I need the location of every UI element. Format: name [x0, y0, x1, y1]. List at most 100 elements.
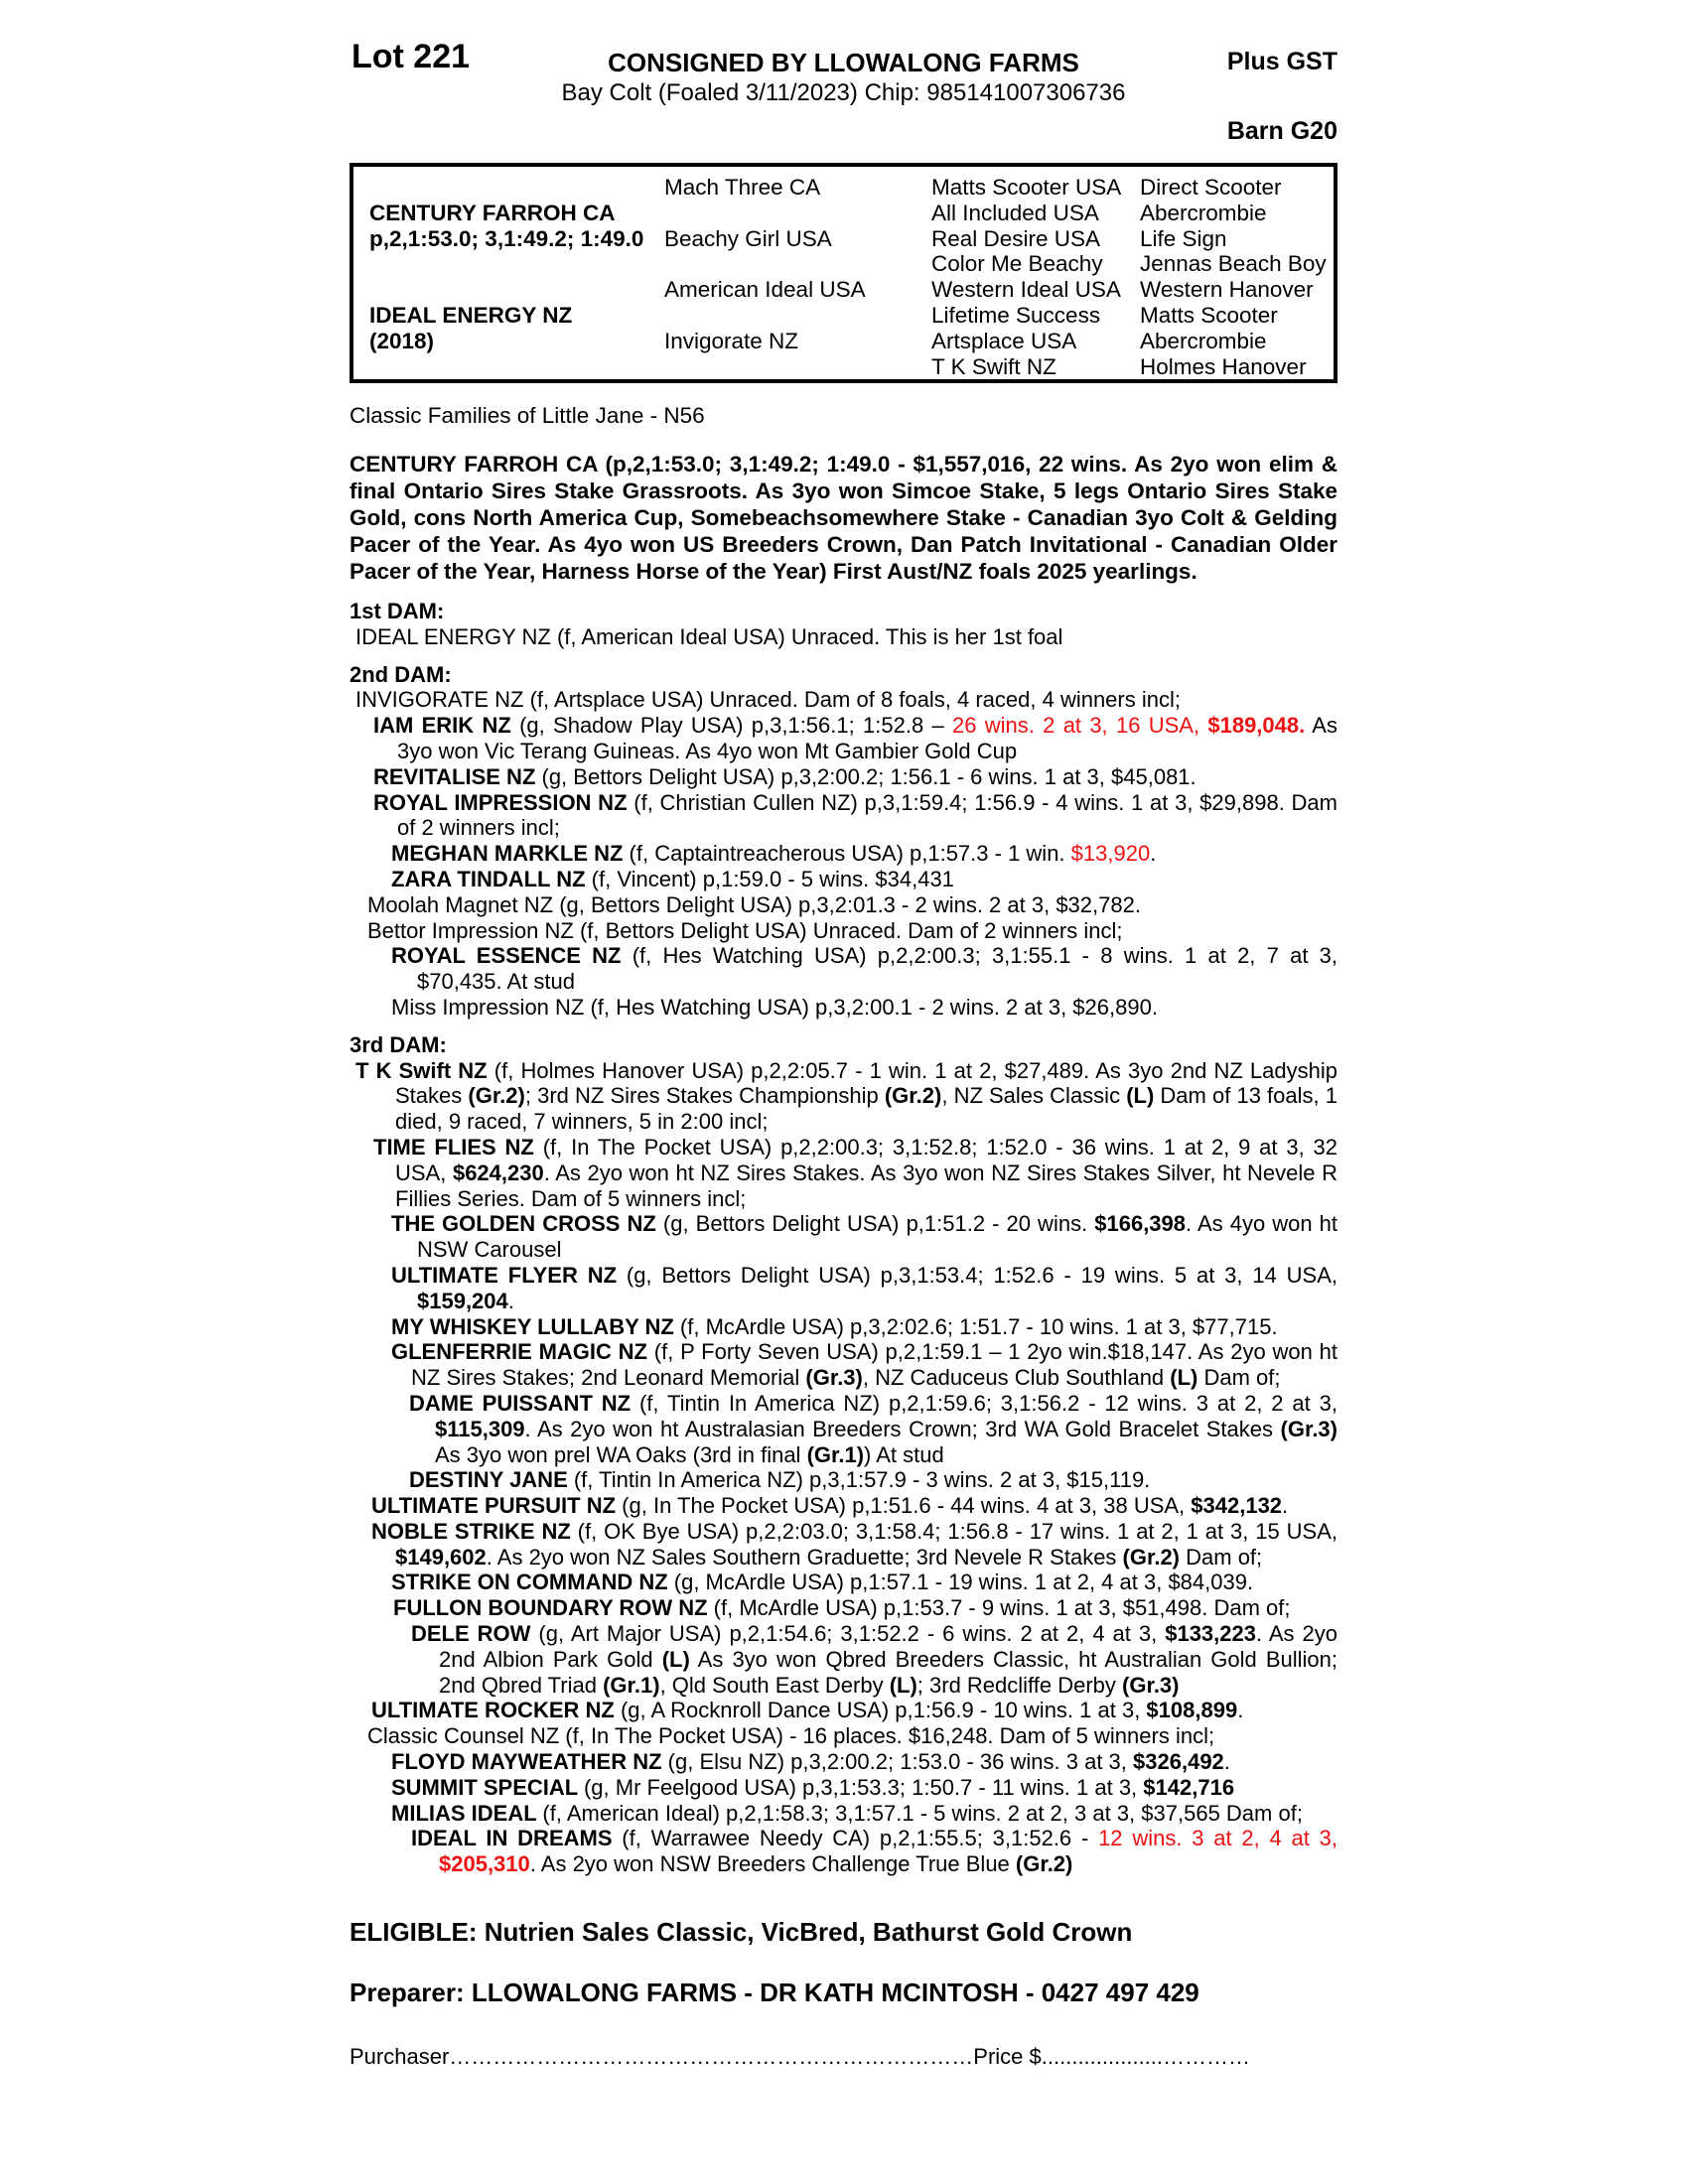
- pedigree-cell-grandparents: T K Swift NZ: [931, 353, 1056, 379]
- text-segment: $108,899: [1146, 1698, 1238, 1723]
- text-segment: GLENFERRIE MAGIC NZ: [391, 1339, 654, 1365]
- pedigree-entry: Classic Counsel NZ (f, In The Pocket USA…: [350, 1723, 1337, 1749]
- text-segment: (f, Christian Cullen NZ) p,3,1:59.4; 1:5…: [397, 789, 1337, 841]
- pedigree-entry: MY WHISKEY LULLABY NZ (f, McArdle USA) p…: [350, 1314, 1337, 1340]
- purchaser-price-line: Purchaser………………………………………………………………Price $…: [350, 2044, 1337, 2070]
- text-segment: (g, In The Pocket USA) p,1:51.6 - 44 win…: [622, 1493, 1192, 1519]
- text-segment: 26 wins. 2 at 3, 16 USA,: [952, 713, 1208, 739]
- page-header: Lot 221 CONSIGNED BY LLOWALONG FARMS Plu…: [350, 38, 1337, 149]
- text-segment: (Gr.1): [806, 1441, 865, 1467]
- text-segment: (Gr.3): [805, 1365, 863, 1391]
- text-segment: . As 4yo won ht NSW Carousel: [417, 1211, 1338, 1263]
- text-segment: (g, A Rocknroll Dance USA) p,1:56.9 - 10…: [620, 1698, 1147, 1723]
- page-content: Lot 221 CONSIGNED BY LLOWALONG FARMS Plu…: [350, 0, 1337, 2070]
- text-segment: $159,204: [417, 1288, 508, 1313]
- pedigree-entry: DESTINY JANE (f, Tintin In America NZ) p…: [350, 1467, 1337, 1493]
- text-segment: (f, American Ideal) p,2,1:58.3; 3,1:57.1…: [542, 1800, 1303, 1826]
- pedigree-entry: IDEAL ENERGY NZ (f, American Ideal USA) …: [350, 624, 1337, 650]
- pedigree-entry: ULTIMATE PURSUIT NZ (g, In The Pocket US…: [350, 1493, 1337, 1519]
- pedigree-entry: TIME FLIES NZ (f, In The Pocket USA) p,2…: [350, 1135, 1337, 1211]
- pedigree-entry: INVIGORATE NZ (f, Artsplace USA) Unraced…: [350, 687, 1337, 713]
- pedigree-cell-great-grandparents: Matts Scooter: [1140, 303, 1278, 328]
- text-segment: (g, Mr Feelgood USA) p,3,1:53.3; 1:50.7 …: [583, 1774, 1144, 1800]
- text-segment: (g, Bettors Delight USA) p,3,1:53.4; 1:5…: [626, 1262, 1337, 1288]
- text-segment: $189,048.: [1207, 713, 1306, 739]
- text-segment: , Qld South East Derby: [659, 1672, 890, 1698]
- text-segment: (f, Hes Watching USA) p,2,2:00.3; 3,1:55…: [417, 943, 1338, 995]
- pedigree-cell-parents: Invigorate NZ: [664, 328, 799, 353]
- pedigree-entry: ULTIMATE FLYER NZ (g, Bettors Delight US…: [350, 1263, 1337, 1314]
- text-segment: (Gr.2): [1015, 1851, 1073, 1877]
- dam-section-heading: 1st DAM:: [350, 599, 1337, 624]
- text-segment: Dam of;: [1180, 1544, 1263, 1570]
- pedigree-cell-grandparents: Lifetime Success: [931, 303, 1101, 328]
- text-segment: MEGHAN MARKLE NZ: [391, 841, 630, 867]
- text-segment: (L): [661, 1646, 690, 1672]
- text-segment: (Gr.3): [1122, 1672, 1180, 1698]
- text-segment: FLOYD MAYWEATHER NZ: [391, 1749, 668, 1775]
- text-segment: 3rd DAM:: [350, 1031, 447, 1057]
- text-segment: (Gr.3): [1280, 1416, 1337, 1441]
- text-segment: $166,398: [1094, 1211, 1187, 1237]
- text-segment: Dam of 13 foals, 1 died, 9 raced, 7 winn…: [395, 1083, 1337, 1135]
- text-segment: Moolah Magnet NZ (g, Bettors Delight USA…: [367, 891, 1141, 917]
- text-segment: .: [1237, 1698, 1244, 1723]
- text-segment: NOBLE STRIKE NZ: [371, 1518, 578, 1544]
- text-segment: . As 2yo won NZ Sales Southern Graduette…: [486, 1544, 1123, 1570]
- text-segment: ZARA TINDALL NZ: [391, 866, 592, 891]
- pedigree-entry: ZARA TINDALL NZ (f, Vincent) p,1:59.0 - …: [350, 867, 1337, 892]
- text-segment: DELE ROW: [411, 1621, 539, 1647]
- pedigree-cell-grandparents: Matts Scooter USA: [931, 175, 1122, 200]
- pedigree-cell-grandparents: All Included USA: [931, 200, 1099, 225]
- text-segment: $115,309: [435, 1416, 525, 1441]
- dam-section-heading: 2nd DAM:: [350, 662, 1337, 688]
- text-segment: (Gr.2): [468, 1083, 525, 1109]
- pedigree-entry: REVITALISE NZ (g, Bettors Delight USA) p…: [350, 764, 1337, 790]
- pedigree-entry: ULTIMATE ROCKER NZ (g, A Rocknroll Dance…: [350, 1698, 1337, 1723]
- text-segment: $326,492: [1133, 1749, 1224, 1775]
- pedigree-entry: DAME PUISSANT NZ (f, Tintin In America N…: [350, 1391, 1337, 1467]
- text-segment: (Gr.2): [1122, 1544, 1181, 1570]
- text-segment: (f, McArdle USA) p,1:53.7 - 9 wins. 1 at…: [713, 1595, 1291, 1621]
- text-segment: As 3yo won Qbred Breeders Classic, ht Au…: [439, 1646, 1337, 1698]
- text-segment: INVIGORATE NZ (f, Artsplace USA) Unraced…: [355, 687, 1181, 713]
- text-segment: (g, Shadow Play USA) p,3,1:56.1; 1:52.8 …: [519, 713, 952, 739]
- purchaser-label: Purchaser: [350, 2044, 450, 2070]
- pedigree-entry: MILIAS IDEAL (f, American Ideal) p,2,1:5…: [350, 1801, 1337, 1827]
- text-segment: , NZ Caduceus Club Southland: [862, 1365, 1171, 1391]
- pedigree-entry: NOBLE STRIKE NZ (f, OK Bye USA) p,2,2:03…: [350, 1519, 1337, 1570]
- text-segment: (L): [1170, 1365, 1198, 1391]
- pedigree-entry: STRIKE ON COMMAND NZ (g, McArdle USA) p,…: [350, 1570, 1337, 1595]
- pedigree-table: CENTURY FARROH CA p,2,1:53.0; 3,1:49.2; 1…: [350, 163, 1337, 383]
- text-segment: $149,602: [395, 1544, 487, 1570]
- pedigree-text: 1st DAM: IDEAL ENERGY NZ (f, American Ide…: [350, 599, 1337, 1877]
- text-segment: $205,310: [439, 1851, 530, 1877]
- pedigree-cell-parents: Mach Three CA: [664, 175, 821, 200]
- plus-gst-label: Plus GST: [1226, 48, 1337, 75]
- pedigree-entry: FULLON BOUNDARY ROW NZ (f, McArdle USA) …: [350, 1595, 1337, 1621]
- preparer-line: Preparer: LLOWALONG FARMS - DR KATH MCIN…: [350, 1978, 1199, 2008]
- text-segment: (Gr.1): [603, 1672, 660, 1698]
- price-label: Price $: [973, 2044, 1042, 2070]
- text-segment: (f, Warrawee Needy CA) p,2,1:55.5; 3,1:5…: [622, 1826, 1099, 1851]
- pedigree-cell-great-grandparents: Life Sign: [1140, 225, 1227, 251]
- dam-section-heading: 3rd DAM:: [350, 1032, 1337, 1058]
- pedigree-cell-great-grandparents: Western Hanover: [1140, 277, 1314, 303]
- text-segment: .: [1282, 1493, 1289, 1519]
- family-note: Classic Families of Little Jane - N56: [350, 403, 705, 428]
- text-segment: DAME PUISSANT NZ: [409, 1390, 639, 1416]
- text-segment: .: [1150, 841, 1157, 867]
- text-segment: (L): [889, 1672, 917, 1698]
- text-segment: . As 2yo won ht NZ Sires Stakes. As 3yo …: [395, 1160, 1337, 1211]
- pedigree-cell-great-grandparents: Abercrombie: [1140, 328, 1267, 353]
- text-segment: $133,223: [1165, 1621, 1256, 1647]
- text-segment: (f, Tintin In America NZ) p,3,1:57.9 - 3…: [573, 1467, 1151, 1493]
- text-segment: (f, P Forty Seven USA) p,2,1:59.1 – 1 2y…: [411, 1339, 1337, 1391]
- text-segment: . As 2yo won ht Australasian Breeders Cr…: [524, 1416, 1281, 1441]
- purchaser-fill-line: ………………………………………………………………: [449, 2044, 974, 2070]
- text-segment: (Gr.2): [884, 1083, 942, 1109]
- pedigree-cell-grandparents: Color Me Beachy: [931, 251, 1103, 277]
- pedigree-cell-great-grandparents: Direct Scooter: [1140, 175, 1282, 200]
- text-segment: $13,920: [1070, 841, 1151, 867]
- text-segment: THE GOLDEN CROSS NZ: [391, 1211, 663, 1237]
